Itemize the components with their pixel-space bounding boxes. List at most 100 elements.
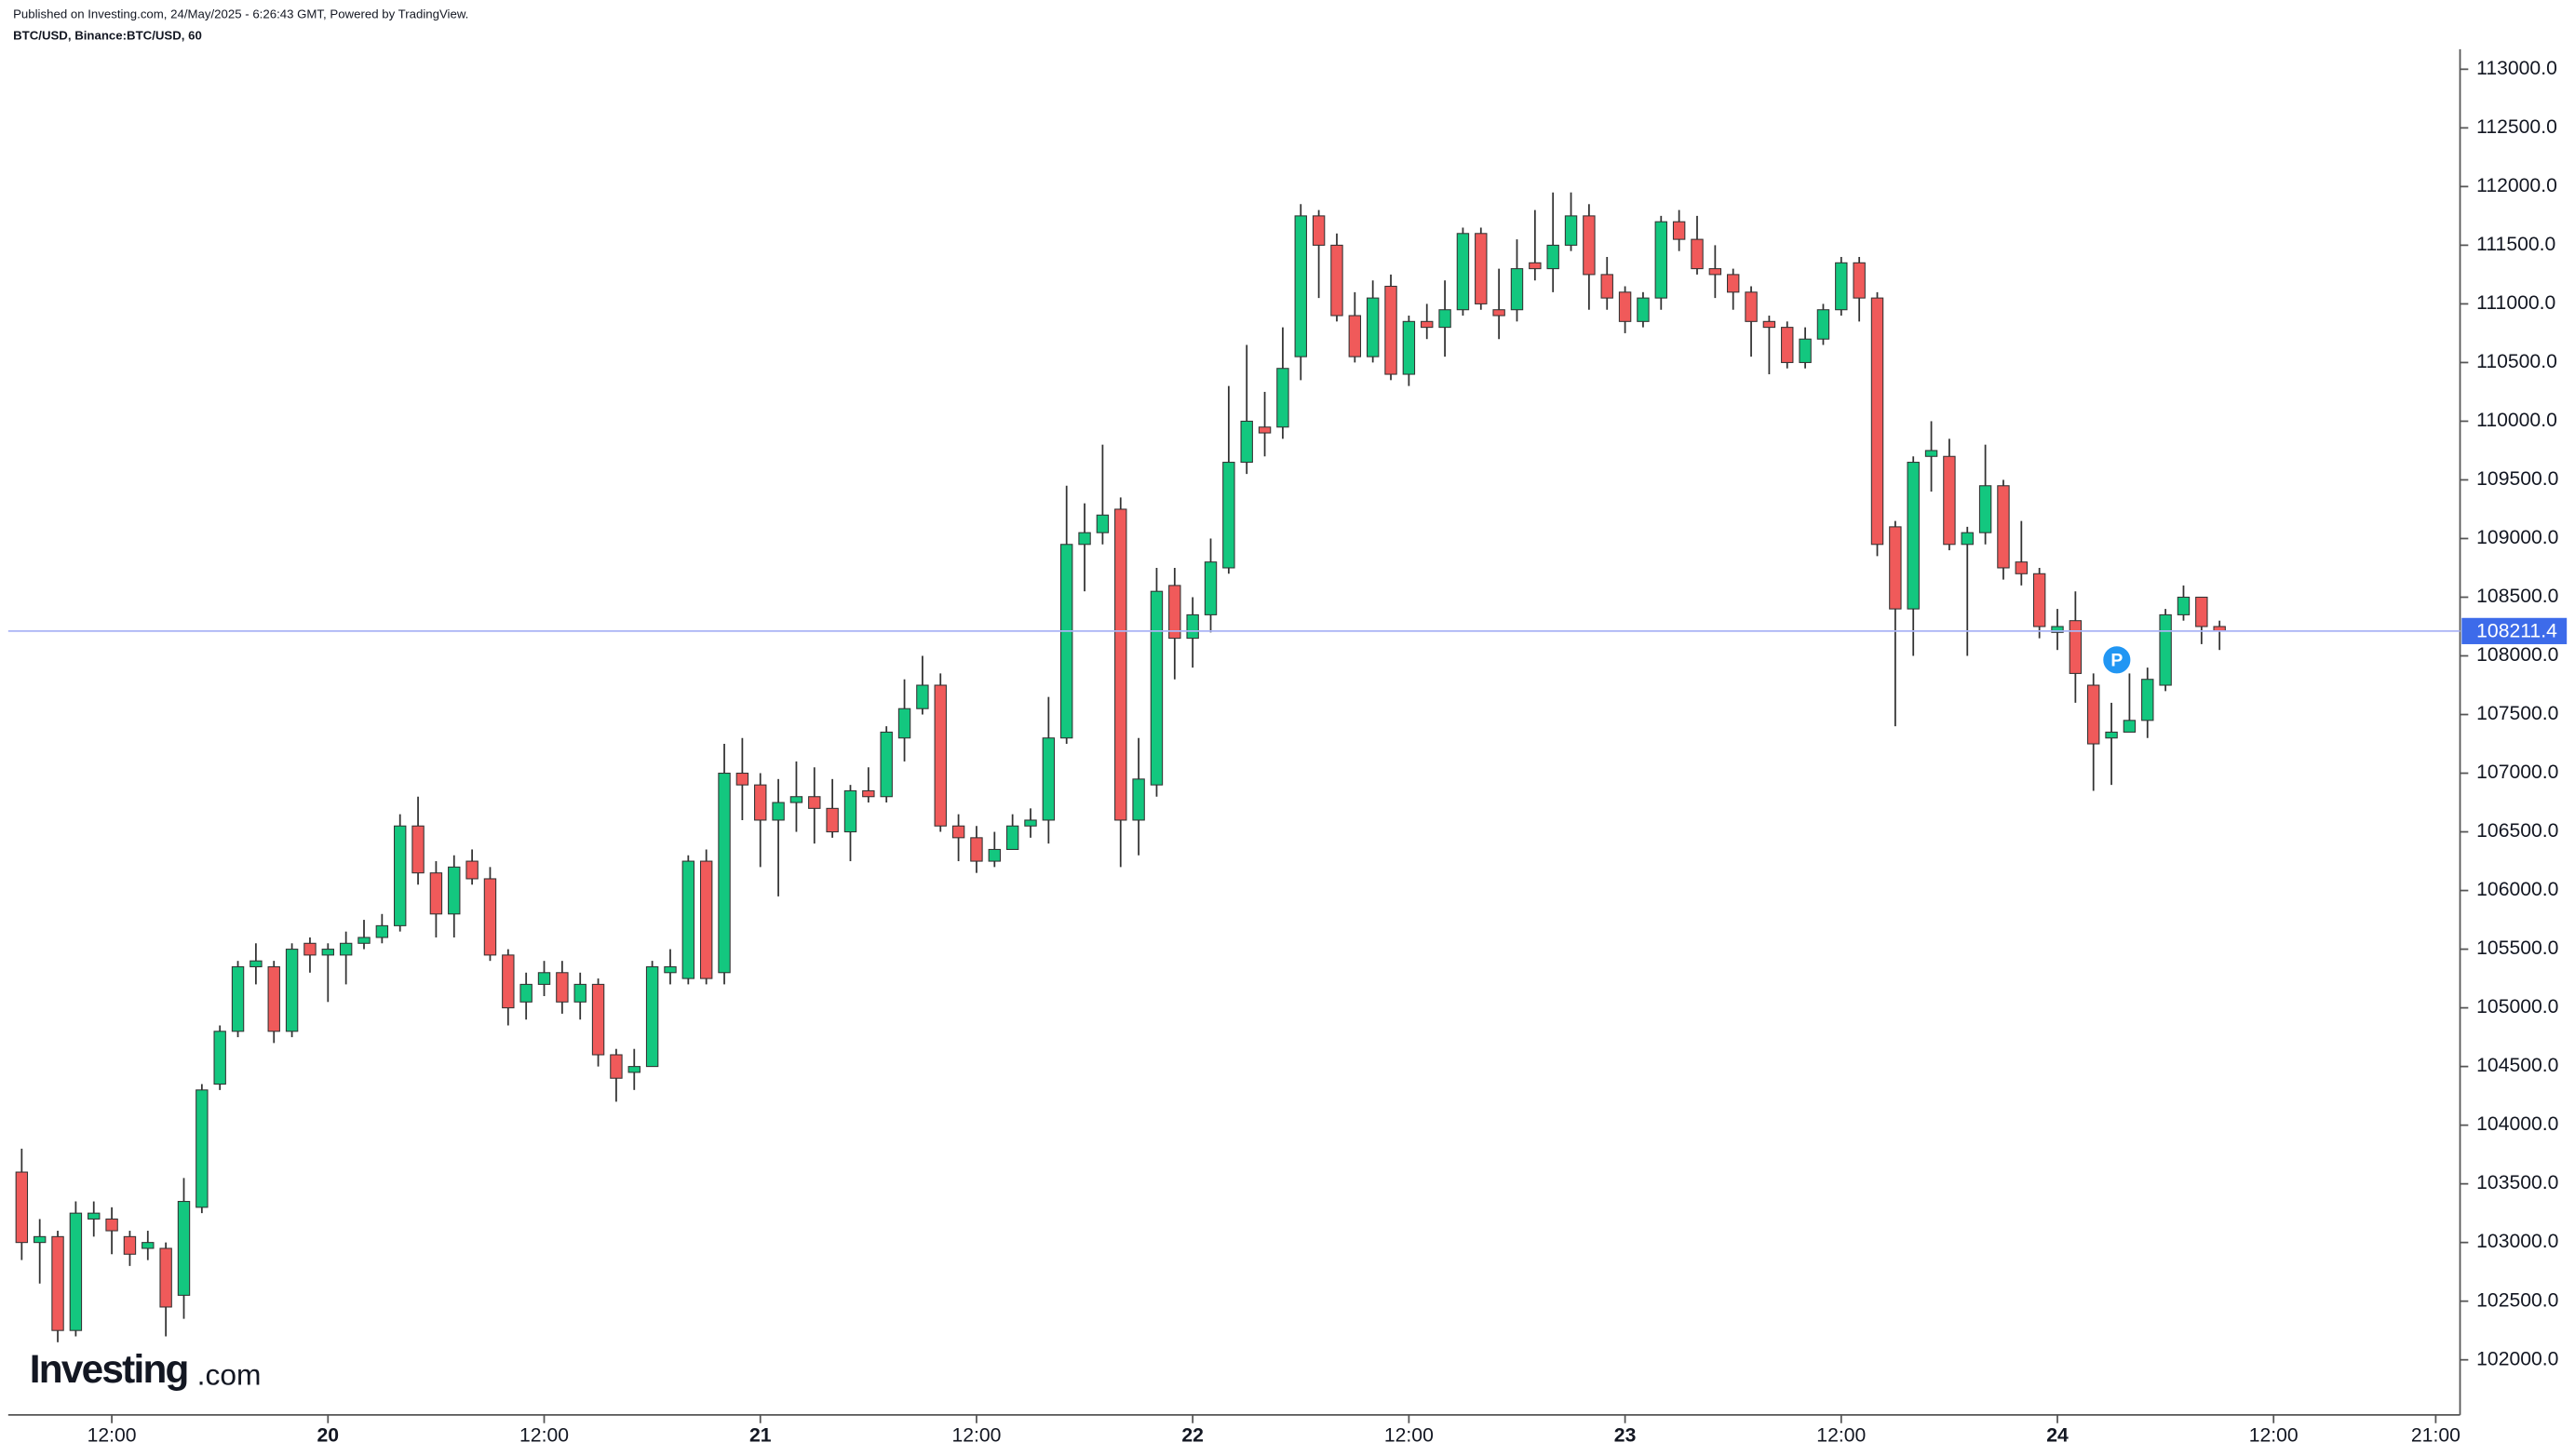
candle-body [159, 1247, 172, 1308]
candle-body [1330, 244, 1343, 317]
candle-body [1672, 221, 1686, 240]
candle-body [502, 954, 515, 1009]
candle-body [826, 807, 839, 833]
candle-body [1240, 420, 1253, 464]
candle-body [934, 684, 947, 827]
candle-body [1943, 455, 1956, 546]
candle-body [718, 773, 731, 974]
candle-body [1564, 215, 1578, 246]
candle-body [142, 1242, 155, 1249]
candle-body [591, 983, 605, 1056]
candle-body [465, 860, 479, 880]
candle-body [1835, 262, 1848, 311]
candle-body [1150, 590, 1164, 786]
p-marker-circle [2100, 643, 2134, 677]
candle-body [357, 937, 371, 944]
candle-body [1456, 233, 1470, 311]
candle-body [1546, 244, 1559, 270]
candle-body [1078, 532, 1091, 546]
candle-body [2177, 596, 2191, 615]
y-tick-label: 112500.0 [2476, 116, 2557, 138]
candle-body [556, 972, 569, 1003]
candle-body [1726, 274, 1740, 293]
y-tick-label: 111000.0 [2476, 292, 2555, 314]
candle-body [1907, 462, 1920, 610]
candle-body [645, 965, 659, 1068]
candle-body [1708, 268, 1722, 276]
candle-body [15, 1171, 29, 1244]
candle-body [2015, 561, 2029, 574]
candle-body [1186, 613, 1199, 640]
candle-body [1870, 297, 1884, 546]
candle-body [1024, 819, 1037, 827]
candle-body [1853, 262, 1866, 299]
x-tick-label: 24 [2046, 1424, 2069, 1446]
logo: Investing .com [30, 1347, 262, 1391]
candle-body [1745, 291, 1758, 322]
candle-body [177, 1201, 191, 1296]
y-tick-label: 106500.0 [2476, 820, 2558, 842]
candle-body [1276, 368, 1289, 428]
candle-body [519, 983, 533, 1003]
candle-body [1421, 320, 1434, 329]
x-tick-label: 20 [317, 1424, 340, 1446]
candle-body [1997, 485, 2010, 569]
candle-body [1691, 238, 1704, 270]
logo-name: Investing [30, 1347, 188, 1391]
y-tick-label: 102000.0 [2476, 1348, 2558, 1369]
y-tick-label: 109000.0 [2476, 527, 2558, 548]
candle-body [735, 773, 749, 786]
candle-body [664, 965, 677, 974]
candle-body [1384, 285, 1397, 375]
candle-body [1005, 825, 1019, 850]
candle-body [1781, 327, 1794, 363]
candle-body [862, 789, 875, 798]
candle-body [627, 1066, 640, 1073]
candle-body [1529, 262, 1542, 270]
last-price-badge [2461, 617, 2568, 644]
x-tick-label: 12:00 [88, 1424, 137, 1446]
candle-body [897, 708, 911, 739]
candle-body [2069, 620, 2083, 674]
y-tick-label: 102500.0 [2476, 1289, 2558, 1311]
x-tick-label: 12:00 [951, 1424, 1001, 1446]
candle-body [1475, 233, 1488, 304]
candle-body [573, 983, 586, 1003]
candle-body [789, 796, 803, 803]
candle-body [1204, 561, 1218, 615]
candle-body [1402, 320, 1416, 375]
candle-body [285, 949, 299, 1032]
candle-body [249, 960, 263, 968]
candle-body [1042, 737, 1056, 821]
candle-body [2051, 626, 2064, 633]
y-tick-label: 106000.0 [2476, 879, 2558, 900]
candle-body [1978, 485, 1992, 533]
candle-body [1510, 268, 1524, 311]
candle-body [339, 942, 353, 956]
candle-body [1348, 315, 1362, 357]
candle-body [754, 784, 767, 821]
p-marker: P [2100, 643, 2134, 677]
candle-body [951, 825, 965, 839]
candle-body [916, 684, 929, 709]
candle-body [1096, 514, 1110, 533]
y-tick-label: 110000.0 [2476, 410, 2557, 431]
candle-body [988, 848, 1002, 862]
candle-body [267, 965, 280, 1032]
y-tick-label: 112000.0 [2476, 175, 2557, 196]
y-tick-label: 103000.0 [2476, 1231, 2558, 1252]
candle-body [1889, 526, 1902, 610]
y-tick-label: 104000.0 [2476, 1113, 2558, 1135]
candle-body [88, 1212, 101, 1220]
y-tick-label: 108500.0 [2476, 586, 2558, 607]
y-tick-label: 107000.0 [2476, 762, 2558, 783]
x-tick-label: 22 [1181, 1424, 1204, 1446]
p-marker-text: P [2110, 651, 2123, 671]
candle-body [33, 1235, 47, 1244]
y-tick-label: 113000.0 [2476, 58, 2557, 79]
candle-body [880, 731, 893, 798]
candle-body [610, 1054, 623, 1079]
y-tick-label: 108000.0 [2476, 644, 2558, 666]
candle-body [681, 860, 695, 979]
candle-body [2105, 731, 2118, 739]
